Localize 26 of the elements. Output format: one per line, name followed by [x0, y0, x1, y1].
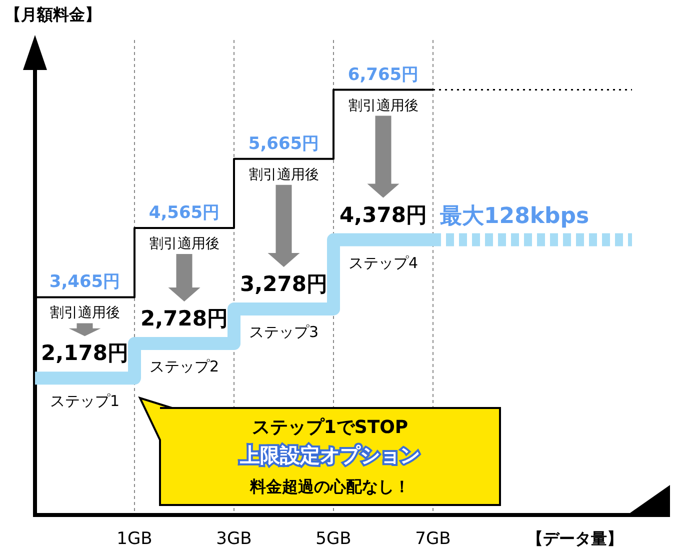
data-label: 4,378円	[340, 202, 427, 227]
annotation: 割引適用後	[248, 166, 319, 183]
annotation: 割引適用後	[348, 98, 418, 114]
annotation: 割引適用後	[149, 236, 220, 252]
x-tick-label: 1GB	[116, 529, 152, 549]
data-label: 3,278円	[240, 272, 328, 296]
x-tick-label: 3GB	[216, 529, 252, 549]
annotation: 割引適用後	[50, 305, 120, 322]
text: ステップ1	[50, 392, 120, 410]
annotation: 最大128kbps	[439, 204, 590, 229]
x-tick-label: 5GB	[316, 529, 352, 549]
annotation: ステップ2	[149, 358, 220, 376]
text: 料金超過の心配なし！	[249, 477, 410, 496]
data-label: 6,765円	[348, 64, 419, 85]
text: 上限設定オプション	[239, 443, 420, 467]
data-label: 3,465円	[49, 272, 120, 292]
data-label: 2,178円	[41, 341, 128, 366]
annotation: ステップ3	[248, 322, 319, 341]
x-axis-title: 【データ量】	[527, 529, 623, 548]
x-tick-label: 7GB	[415, 529, 451, 549]
y-axis-title: 【月額料金】	[5, 5, 101, 24]
annotation: ステップ4	[348, 254, 418, 272]
text: ステップ1でSTOP	[252, 417, 408, 438]
data-label: 5,665円	[248, 134, 320, 154]
data-label: 2,728円	[140, 306, 228, 331]
data-label: 4,565円	[148, 203, 220, 224]
